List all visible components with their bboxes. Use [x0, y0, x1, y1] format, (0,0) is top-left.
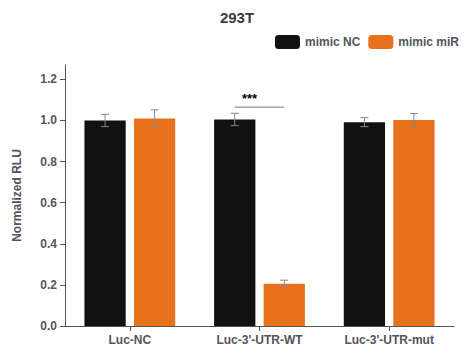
svg-text:Normalized RLU: Normalized RLU: [10, 149, 24, 242]
svg-text:mimic miR: mimic miR: [398, 35, 459, 49]
svg-text:0.6: 0.6: [40, 196, 57, 210]
svg-text:mimic NC: mimic NC: [305, 35, 361, 49]
svg-text:0.0: 0.0: [40, 319, 57, 333]
svg-text:1.0: 1.0: [40, 113, 57, 127]
svg-text:***: ***: [242, 91, 258, 106]
svg-text:0.8: 0.8: [40, 155, 57, 169]
svg-text:0.2: 0.2: [40, 278, 57, 292]
svg-text:0.4: 0.4: [40, 237, 57, 251]
svg-text:Luc-3'-UTR-mut: Luc-3'-UTR-mut: [344, 333, 434, 347]
svg-text:1.2: 1.2: [40, 72, 57, 86]
svg-text:293T: 293T: [220, 9, 254, 26]
svg-text:Luc-3'-UTR-WT: Luc-3'-UTR-WT: [216, 333, 303, 347]
svg-text:Luc-NC: Luc-NC: [108, 333, 151, 347]
